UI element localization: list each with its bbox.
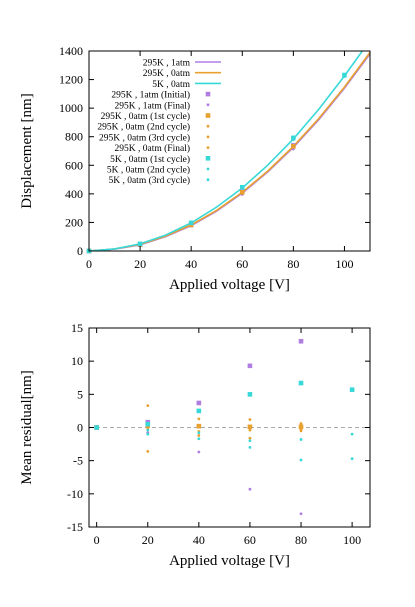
data-point: [298, 380, 304, 386]
data-point: [299, 458, 303, 462]
y-tick-label: 600: [65, 158, 83, 172]
plot-frame: [88, 50, 371, 252]
data-point: [146, 404, 150, 408]
data-point: [205, 113, 211, 118]
y-axis-label: Mean residual[nm]: [19, 370, 35, 485]
x-tick-label: 20: [134, 257, 146, 271]
displacement-chart: 0 20 40 60 80 100 0 200 400 600 800 1000 1200 1400 2…: [19, 44, 371, 293]
y-tick-label: 5: [77, 387, 83, 401]
legend-label: 295K , 0atm (Final): [115, 143, 190, 154]
data-point: [298, 424, 304, 430]
data-point: [350, 432, 354, 436]
x-tick-label: 60: [236, 257, 248, 271]
data-point: [240, 186, 244, 190]
data-point: [206, 167, 210, 171]
data-point: [146, 432, 150, 436]
data-point: [196, 423, 202, 429]
x-tick-label: 40: [185, 257, 197, 271]
data-point: [197, 450, 201, 454]
data-point: [95, 426, 99, 429]
data-point: [205, 91, 211, 97]
y-tick-label: 800: [65, 130, 83, 144]
x-tick-label: 20: [142, 533, 154, 547]
legend-label: 295K , 1atm (Initial): [111, 90, 190, 101]
y-tick-label: 1000: [59, 101, 83, 115]
data-point: [247, 392, 253, 397]
data-point: [248, 446, 252, 449]
y-tick-label: 1200: [59, 73, 83, 87]
series-line: [89, 51, 363, 251]
data-point: [145, 421, 151, 427]
data-point: [247, 363, 253, 369]
y-tick-label: 10: [71, 354, 83, 368]
data-point: [197, 431, 201, 435]
y-tick-label: 0: [77, 244, 83, 258]
y-tick-label: -15: [67, 520, 83, 534]
data-point: [299, 438, 303, 441]
data-point: [248, 436, 252, 440]
y-tick-label: -5: [73, 454, 83, 468]
y-tick-label: 1400: [59, 44, 83, 58]
data-point: [206, 146, 210, 150]
data-point: [196, 408, 202, 414]
x-tick-label: 0: [94, 533, 100, 547]
x-tick-label: 40: [193, 533, 205, 547]
legend-label: 5K , 0atm (2nd cycle): [107, 165, 190, 176]
data-point: [206, 135, 210, 139]
y-tick-label: 0: [77, 421, 83, 435]
x-tick-label: 100: [343, 533, 361, 547]
legend-label: 295K , 0atm (3rd cycle): [99, 132, 190, 143]
legend-label: 295K , 1atm: [143, 59, 191, 69]
x-tick-label: 80: [295, 533, 307, 547]
x-tick-label: 60: [244, 533, 256, 547]
data-point: [343, 75, 346, 78]
data-point: [138, 242, 142, 246]
data-point: [206, 178, 210, 182]
x-axis-label: Applied voltage [V]: [169, 277, 290, 293]
data-point: [146, 428, 150, 432]
data-point: [205, 156, 211, 161]
legend-label: 5K , 0atm: [152, 80, 190, 90]
data-point: [206, 103, 210, 107]
data-point: [291, 144, 295, 148]
data-point: [299, 422, 303, 425]
y-axis-label: Displacement [nm]: [19, 93, 35, 208]
data-point: [146, 449, 150, 453]
y-tick-label: 15: [71, 321, 83, 335]
legend-label: 295K , 0atm (2nd cycle): [97, 122, 190, 133]
data-point: [298, 338, 304, 344]
data-point: [206, 124, 210, 128]
data-point: [196, 400, 202, 406]
data-point: [197, 434, 201, 437]
data-point: [197, 417, 201, 421]
data-point: [350, 457, 354, 461]
data-point: [189, 221, 193, 225]
legend-label: 5K , 0atm (1st cycle): [110, 154, 190, 165]
x-tick-label: 0: [86, 257, 92, 271]
y-tick-label: 400: [65, 187, 83, 201]
legend-label: 295K , 0atm (1st cycle): [101, 111, 190, 122]
data-point: [248, 439, 252, 443]
y-tick-label: 200: [65, 215, 83, 229]
legend-label: 295K , 1atm (Final): [115, 100, 190, 111]
y-tick-label: -10: [67, 487, 83, 501]
data-point: [299, 428, 303, 431]
data-point: [197, 437, 201, 441]
legend-label: 5K , 0atm (3rd cycle): [108, 175, 190, 186]
residual-chart: 0 20 40 60 80 100 -15 -10 -5 0 5 10 15 Applied volt…: [19, 321, 371, 569]
data-point: [248, 418, 252, 421]
data-point: [291, 138, 295, 141]
data-point: [299, 512, 303, 516]
data-point: [247, 424, 253, 430]
data-point: [349, 387, 355, 392]
x-tick-label: 100: [335, 257, 353, 271]
data-point: [248, 487, 252, 491]
legend-label: 295K , 0atm: [143, 69, 191, 79]
data-point: [248, 428, 252, 432]
x-tick-label: 80: [287, 257, 299, 271]
data-point: [240, 191, 244, 194]
x-axis-label: Applied voltage [V]: [169, 553, 290, 569]
